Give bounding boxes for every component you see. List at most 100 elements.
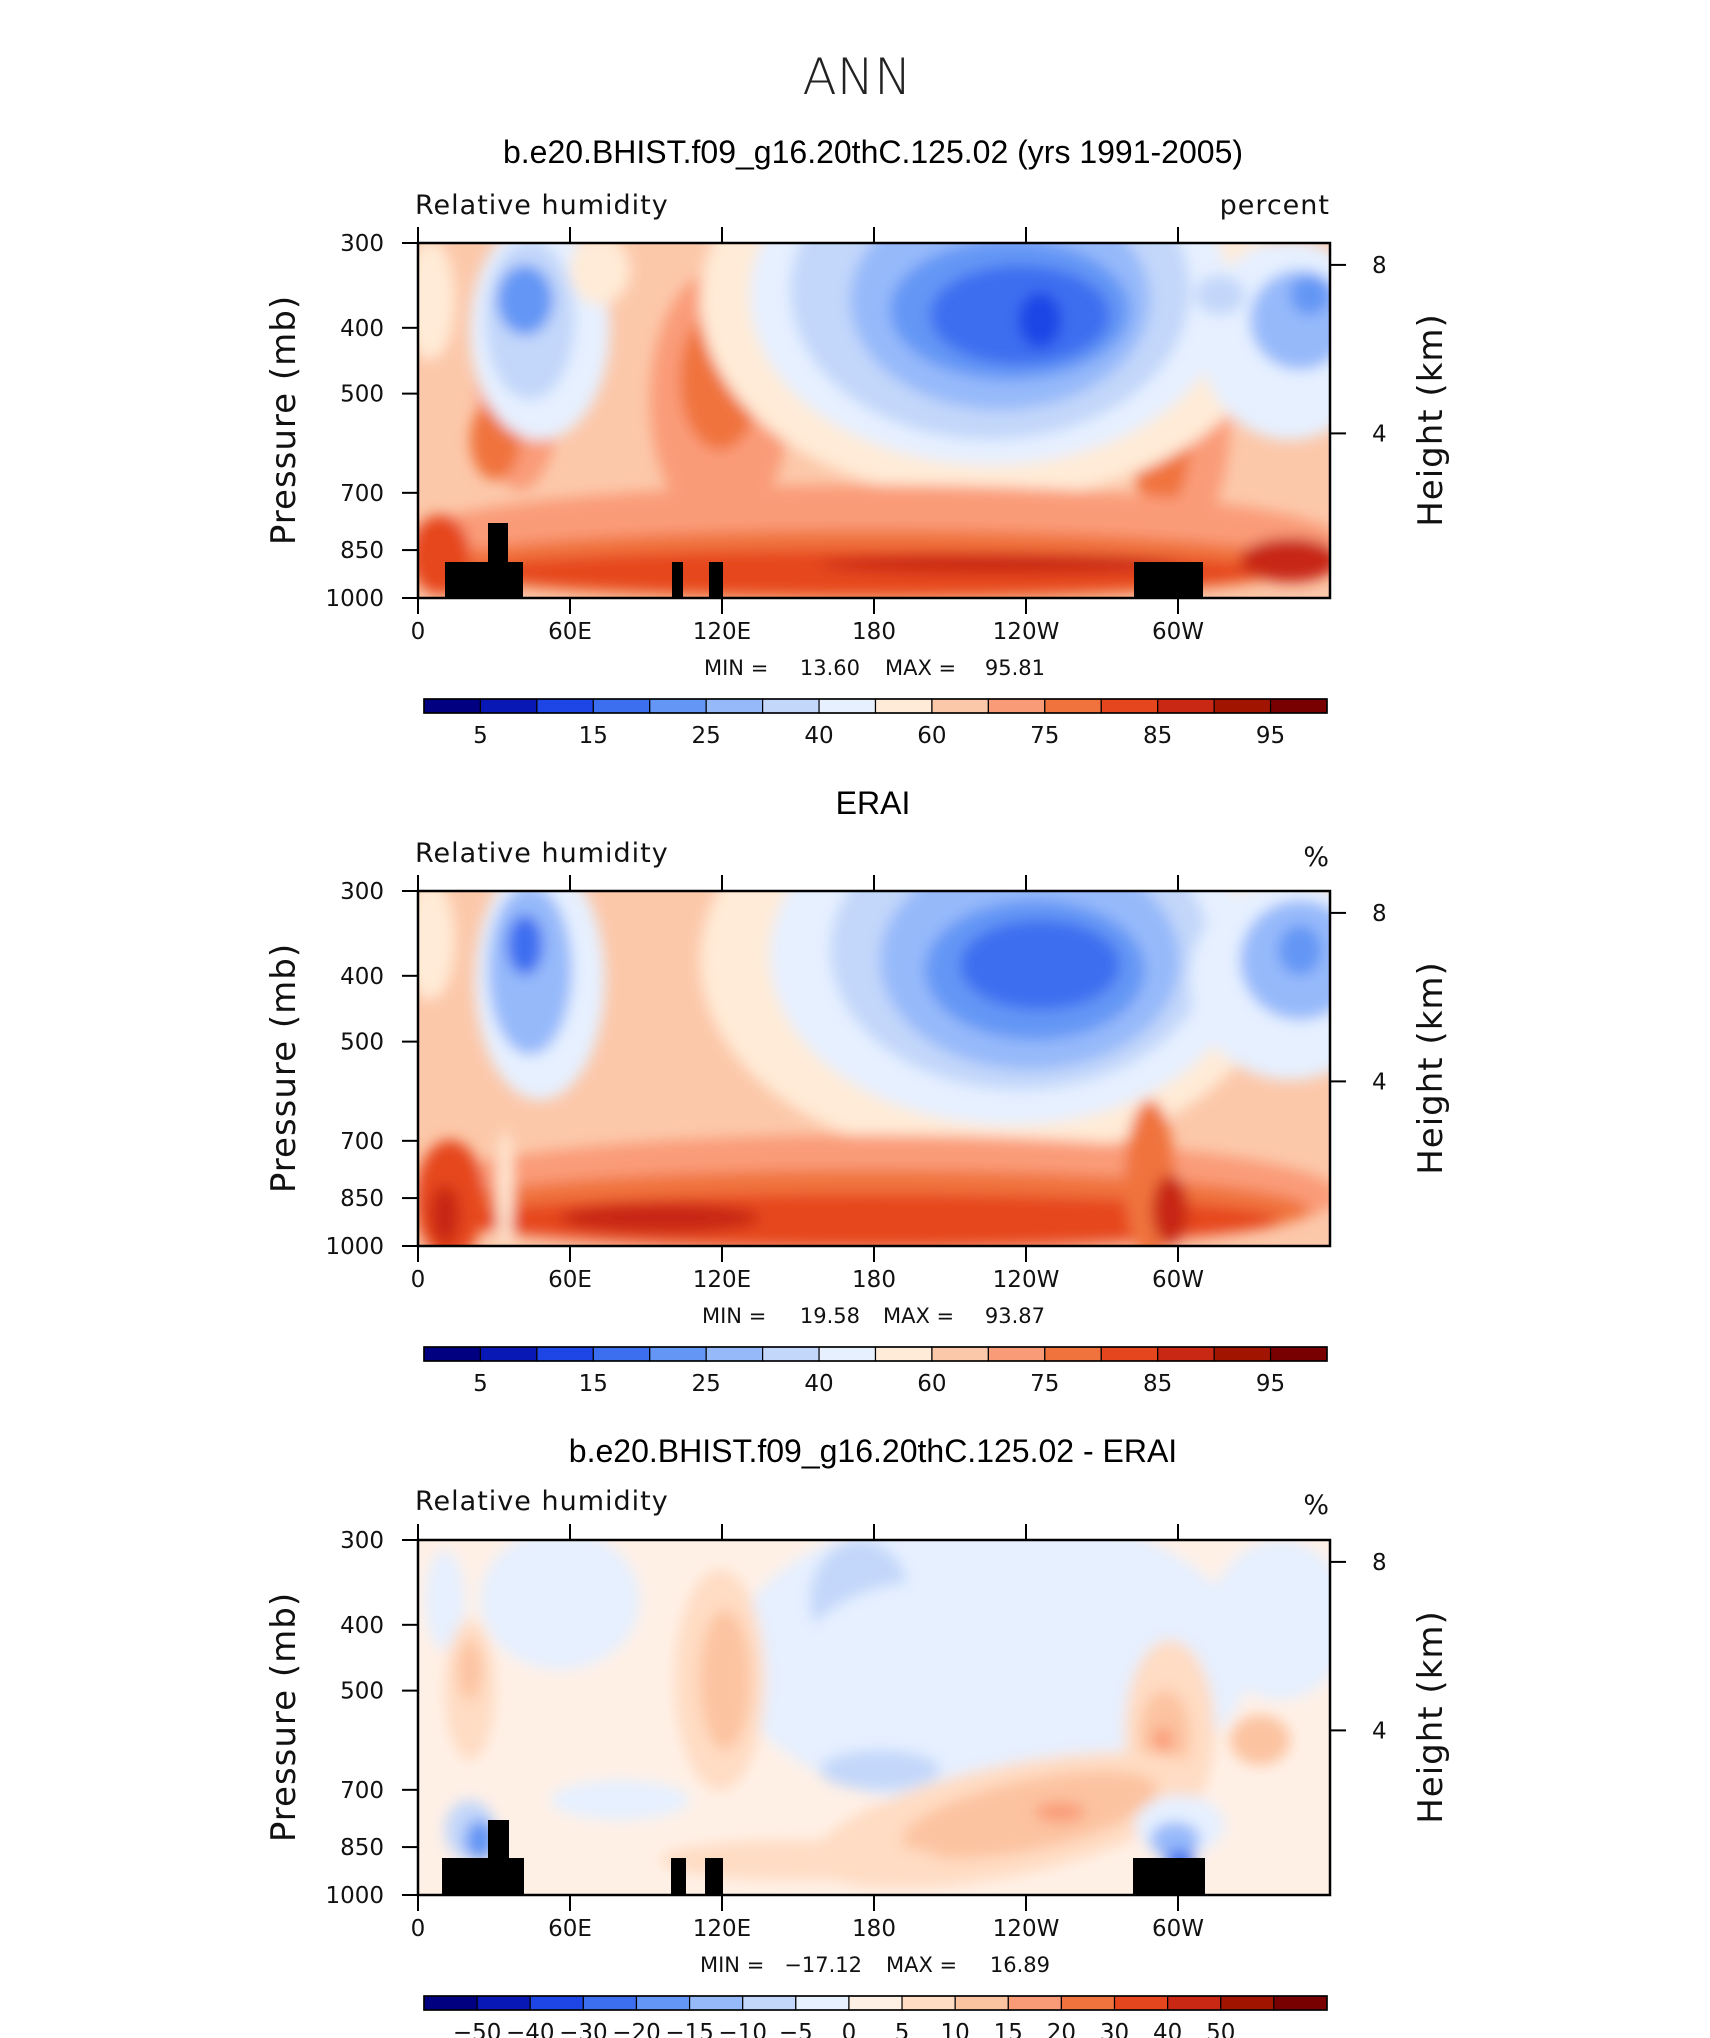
colorbar-label: 15 (579, 723, 608, 749)
y-tick-label: 700 (340, 1129, 384, 1155)
colorbar-swatch (931, 698, 989, 714)
y-tick-label: 700 (340, 1778, 384, 1804)
x-tick-label: 60E (548, 1267, 592, 1293)
y-tick-label: 300 (340, 231, 384, 257)
colorbar-frame (423, 1346, 1328, 1362)
colorbar-swatch (1157, 698, 1215, 714)
colorbar-swatch (476, 1995, 531, 2011)
colorbar-label: 20 (1047, 2020, 1076, 2038)
y-tick-label: 400 (340, 316, 384, 342)
colorbar-swatch (1113, 1995, 1169, 2011)
colorbar-swatch (423, 698, 482, 714)
colorbar-swatch (1044, 698, 1102, 714)
colorbar-swatch (1060, 1995, 1116, 2011)
colorbar-swatch (1157, 1346, 1215, 1362)
colorbar-label: 5 (473, 1371, 488, 1397)
panel-1-ylabel: Pressure (mb) (264, 295, 304, 545)
panel-1-units: percent (1220, 190, 1330, 221)
panel-2-ylabel: Pressure (mb) (264, 943, 304, 1193)
colorbar-label: 40 (804, 1371, 833, 1397)
y-right-tick-label: 4 (1372, 1069, 1387, 1095)
colorbar-swatch (742, 1995, 797, 2011)
colorbar-label: 85 (1143, 1371, 1172, 1397)
panel-1-title: b.e20.BHIST.f09_g16.20thC.125.02 (yrs 19… (503, 134, 1243, 170)
colorbar-swatch (1100, 1346, 1159, 1362)
panel-2-variable: Relative humidity (415, 838, 669, 869)
colorbar-swatch (582, 1995, 638, 2011)
x-tick-label: 0 (411, 1916, 426, 1942)
panel-1-frame (416, 241, 1332, 600)
x-tick-label: 120E (693, 1916, 751, 1942)
panel-2-ylabel-right: Height (km) (1411, 961, 1451, 1175)
panel-3-max: 16.89 (990, 1953, 1050, 1977)
colorbar-swatch (529, 1995, 584, 2011)
colorbar-label: 85 (1143, 723, 1172, 749)
panel-1: b.e20.BHIST.f09_g16.20thC.125.02 (yrs 19… (264, 134, 1451, 749)
panel-3-colorbar: −50 −40 −30 −20 −15 −10 −5 0 5 10 15 20 30 40 50 (423, 1995, 1328, 2038)
colorbar-label: −50 (453, 2020, 502, 2038)
terrain-mask (442, 1820, 1205, 1895)
y-right-tick-label: 8 (1372, 901, 1387, 927)
colorbar-swatch (1269, 1346, 1328, 1362)
colorbar-label: −20 (612, 2020, 661, 2038)
panel-3-units: % (1303, 1490, 1330, 1521)
colorbar-swatch (649, 698, 707, 714)
panel-1-colorbar: 5 15 25 40 60 75 85 95 (423, 698, 1328, 749)
colorbar-label: 40 (1153, 2020, 1182, 2038)
y-tick-label: 1000 (325, 1883, 384, 1909)
colorbar-swatch (1220, 1995, 1275, 2011)
colorbar-swatch (688, 1995, 744, 2011)
colorbar-swatch (423, 1995, 478, 2011)
x-tick-label: 60E (548, 619, 592, 645)
colorbar-swatch (479, 698, 538, 714)
panel-2-field (418, 891, 1330, 1246)
panel-1-min-label: MIN = (704, 656, 768, 680)
x-tick-label: 120W (993, 1267, 1060, 1293)
panel-3-field (418, 1540, 1330, 1895)
panel-1-ylabel-right: Height (km) (1411, 313, 1451, 527)
colorbar-label: 60 (917, 1371, 946, 1397)
colorbar-swatch (818, 698, 877, 714)
figure-title: ANN (802, 48, 911, 106)
colorbar-label: 10 (941, 2020, 970, 2038)
x-tick-label: 120W (993, 1916, 1060, 1942)
colorbar-label: 5 (473, 723, 488, 749)
x-tick-label: 0 (411, 619, 426, 645)
panel-3-max-label: MAX = (886, 1953, 957, 1977)
y-tick-label: 500 (340, 382, 384, 408)
colorbar-swatch (987, 698, 1046, 714)
x-tick-label: 180 (852, 1916, 896, 1942)
x-tick-label: 60W (1152, 619, 1204, 645)
x-tick-label: 180 (852, 619, 896, 645)
y-tick-label: 850 (340, 1186, 384, 1212)
y-right-tick-label: 8 (1372, 253, 1387, 279)
colorbar-label: 25 (692, 1371, 721, 1397)
panel-2-title: ERAI (836, 785, 911, 821)
panel-1-max-label: MAX = (885, 656, 956, 680)
panel-1-field (418, 243, 1330, 598)
colorbar-swatch (536, 1346, 594, 1362)
colorbar-swatch (705, 1346, 764, 1362)
colorbar-frame (423, 698, 1328, 714)
panel-2-units: % (1303, 842, 1330, 873)
panel-2-min-label: MIN = (702, 1304, 766, 1328)
colorbar-swatch (1213, 1346, 1272, 1362)
panel-3-frame (416, 1538, 1332, 1897)
panel-2-min: 19.58 (800, 1304, 860, 1328)
x-tick-label: 180 (852, 1267, 896, 1293)
colorbar-label: −40 (506, 2020, 555, 2038)
y-right-tick-label: 4 (1372, 1718, 1387, 1744)
x-tick-label: 60E (548, 1916, 592, 1942)
panel-1-min: 13.60 (800, 656, 860, 680)
panel-3-min: −17.12 (784, 1953, 862, 1977)
colorbar-label: 25 (692, 723, 721, 749)
colorbar-label: 60 (917, 723, 946, 749)
colorbar-label: 5 (895, 2020, 910, 2038)
y-tick-label: 700 (340, 481, 384, 507)
panel-2-max: 93.87 (985, 1304, 1045, 1328)
colorbar-label: 40 (804, 723, 833, 749)
colorbar-swatch (649, 1346, 707, 1362)
colorbar-swatch (1273, 1995, 1328, 2011)
colorbar-frame (423, 1995, 1328, 2011)
